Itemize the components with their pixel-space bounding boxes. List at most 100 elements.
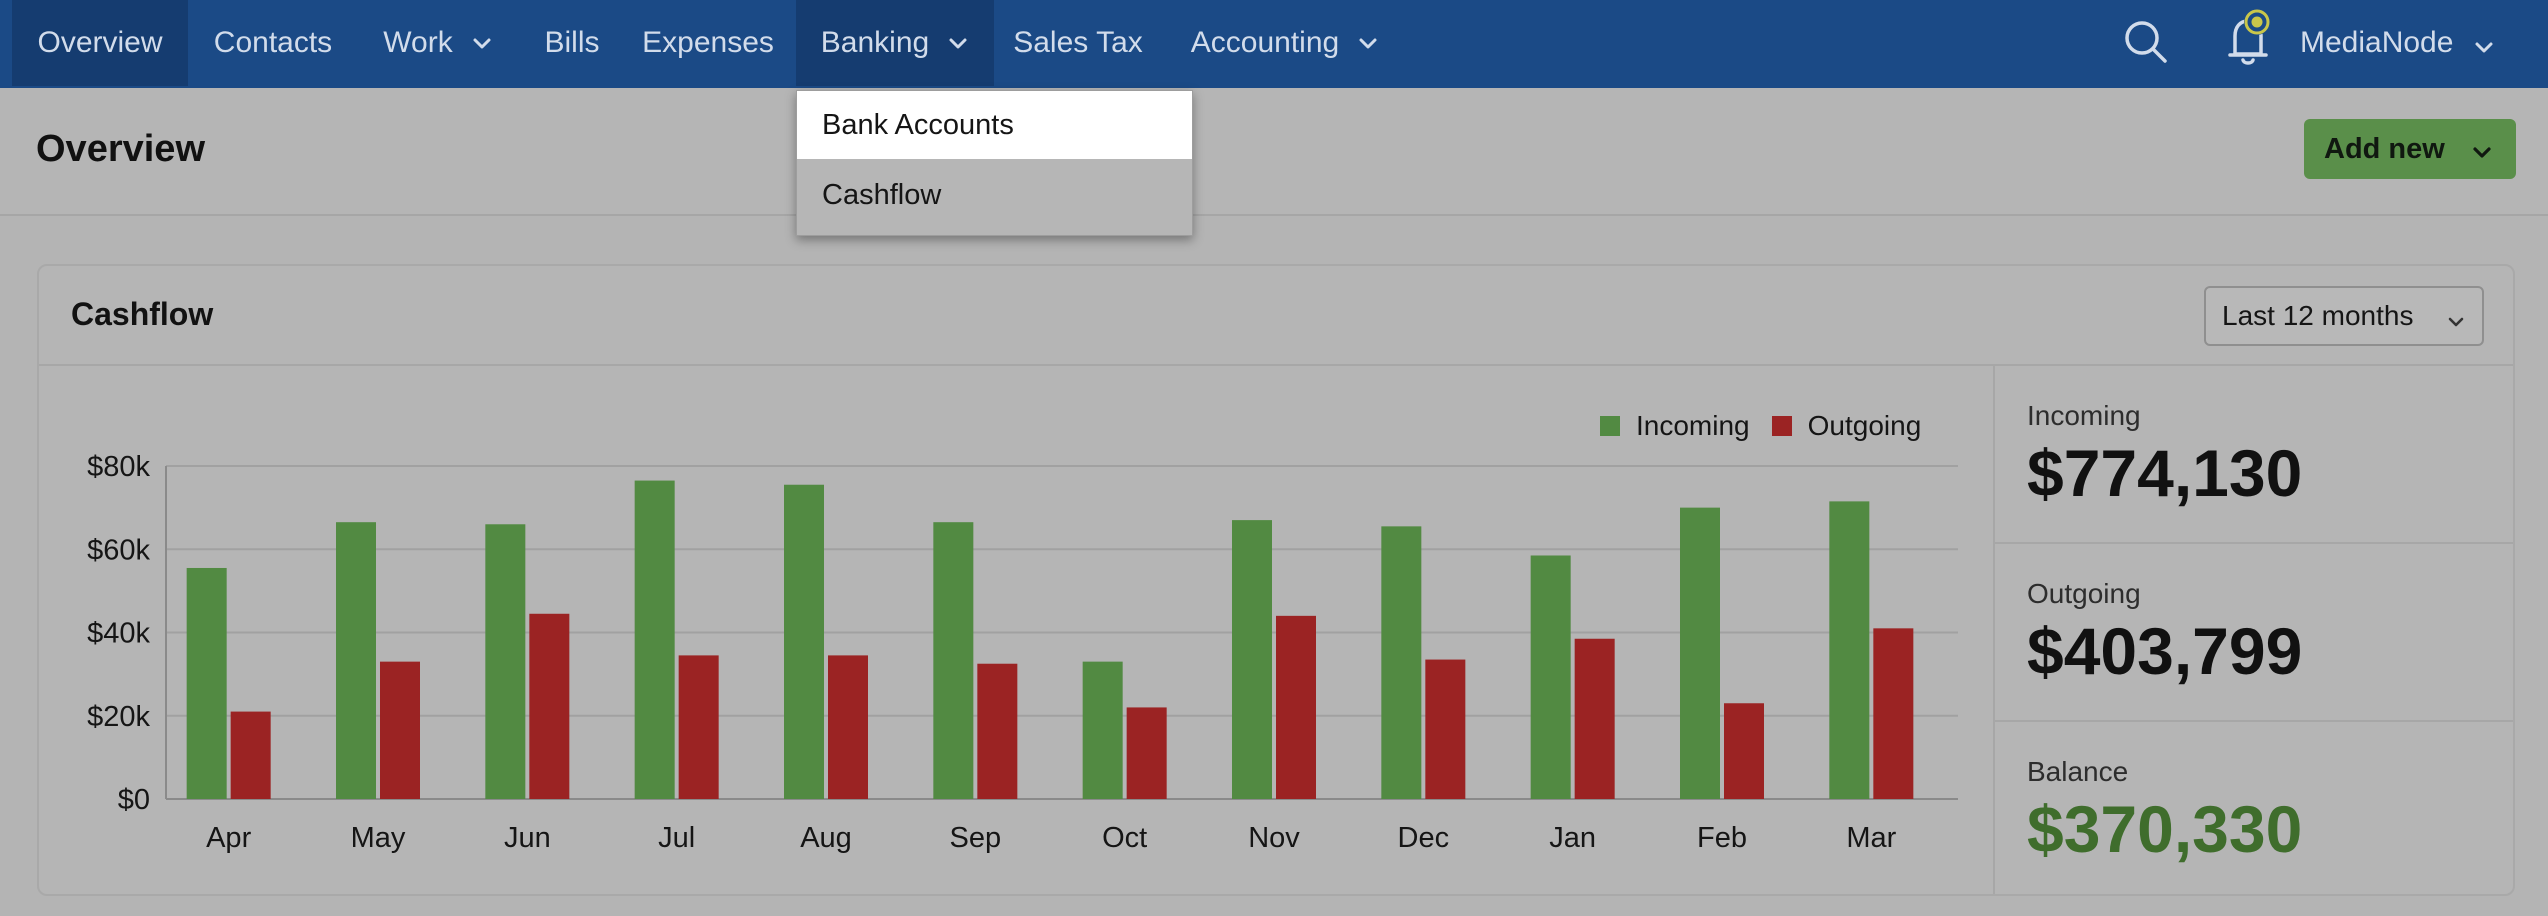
- bar-outgoing-oct: [1126, 707, 1167, 799]
- bar-incoming-sep: [933, 522, 974, 799]
- stat-label: Balance: [2027, 756, 2129, 787]
- nav-item-label: Sales Tax: [1013, 26, 1143, 59]
- period-select-value: Last 12 months: [2222, 300, 2414, 331]
- bar-outgoing-may: [380, 661, 420, 799]
- stat-outgoing: Outgoing $403,799: [2027, 578, 2302, 684]
- bar-incoming-jan: [1530, 555, 1571, 799]
- nav-item-sales-tax[interactable]: Sales Tax: [1006, 0, 1150, 86]
- page-header: Overview Add new: [0, 88, 2548, 216]
- stat-value: $370,330: [2027, 792, 2303, 866]
- nav-item-accounting[interactable]: Accounting: [1176, 0, 1394, 86]
- add-new-button[interactable]: Add new: [2304, 119, 2516, 179]
- legend-label-outgoing: Outgoing: [1807, 410, 1922, 441]
- nav-item-label: Accounting: [1190, 26, 1340, 59]
- bell-icon[interactable]: [2214, 2, 2284, 72]
- x-tick-label: Dec: [1398, 822, 1450, 854]
- nav-item-label: Banking: [820, 26, 930, 59]
- card-title: Cashflow: [71, 296, 214, 332]
- x-tick-label: Oct: [1102, 822, 1147, 854]
- bar-outgoing-jan: [1574, 638, 1615, 799]
- menu-item-bank-accounts[interactable]: Bank Accounts: [797, 91, 1192, 159]
- period-select[interactable]: Last 12 months: [2204, 286, 2484, 346]
- bar-incoming-nov: [1232, 520, 1272, 799]
- chevron-down-icon: [471, 32, 493, 54]
- stats-divider: [1993, 364, 1995, 894]
- banking-dropdown-menu: Bank Accounts Cashflow: [796, 90, 1193, 236]
- menu-item-label: Cashflow: [822, 178, 942, 211]
- bar-outgoing-jul: [678, 655, 719, 799]
- y-tick-label: $60k: [87, 534, 150, 566]
- legend-swatch-outgoing: [1771, 416, 1792, 436]
- search-icon[interactable]: [2118, 14, 2174, 70]
- bar-incoming-feb: [1680, 507, 1720, 799]
- bar-outgoing-aug: [828, 655, 868, 799]
- menu-item-cashflow[interactable]: Cashflow: [797, 161, 1192, 229]
- chevron-down-icon: [2471, 138, 2493, 160]
- stat-label: Outgoing: [2027, 578, 2141, 609]
- cashflow-chart: $0 $20k $40k $60k $80k Apr May Jun Jul Aug Sep Oct N…: [87, 451, 1958, 854]
- chevron-down-icon: [947, 32, 969, 54]
- x-tick-label: Sep: [950, 822, 1002, 854]
- bar-incoming-may: [336, 522, 376, 799]
- x-tick-label: Feb: [1697, 822, 1747, 854]
- bar-incoming-jul: [634, 480, 675, 799]
- chevron-down-icon: [2446, 307, 2466, 327]
- card-divider: [39, 364, 2513, 366]
- bar-outgoing-mar: [1873, 628, 1914, 799]
- stat-value: $403,799: [2027, 614, 2303, 688]
- stat-balance: Balance $370,330: [2027, 756, 2302, 862]
- bar-outgoing-dec: [1425, 659, 1466, 799]
- x-tick-label: Aug: [800, 822, 852, 854]
- x-tick-label: Jun: [504, 822, 551, 854]
- bar-incoming-oct: [1082, 661, 1123, 799]
- legend-swatch-incoming: [1600, 416, 1620, 436]
- nav-item-banking[interactable]: Banking: [796, 0, 994, 86]
- x-tick-label: Jan: [1549, 822, 1596, 854]
- bar-incoming-apr: [186, 567, 227, 799]
- y-tick-label: $80k: [87, 451, 150, 483]
- x-tick-label: Mar: [1846, 822, 1896, 854]
- stats-row-divider: [1995, 720, 2513, 722]
- stats-row-divider: [1995, 542, 2513, 544]
- nav-item-label: Work: [383, 26, 453, 59]
- bar-incoming-jun: [485, 524, 526, 799]
- x-tick-label: Apr: [206, 822, 251, 854]
- y-tick-label: $20k: [87, 701, 150, 733]
- cashflow-card: Cashflow Last 12 months Incoming $774,13…: [37, 264, 2515, 896]
- page-title: Overview: [36, 128, 205, 170]
- x-tick-label: Jul: [658, 822, 695, 854]
- nav-item-contacts[interactable]: Contacts: [188, 0, 358, 86]
- y-tick-label: $0: [118, 784, 150, 816]
- stat-value: $774,130: [2027, 436, 2303, 510]
- stat-label: Incoming: [2027, 400, 2141, 431]
- bar-outgoing-sep: [977, 663, 1018, 799]
- chevron-down-icon: [2473, 32, 2495, 54]
- user-menu[interactable]: MediaNode: [2300, 0, 2495, 86]
- bar-outgoing-apr: [230, 711, 271, 799]
- menu-item-label: Bank Accounts: [822, 108, 1014, 141]
- stat-incoming: Incoming $774,130: [2027, 400, 2302, 506]
- add-new-label: Add new: [2324, 132, 2445, 165]
- nav-item-bills[interactable]: Bills: [528, 0, 616, 86]
- bar-outgoing-nov: [1276, 615, 1316, 799]
- nav-item-label: Overview: [37, 26, 163, 59]
- legend-label-incoming: Incoming: [1636, 410, 1750, 441]
- nav-item-label: Bills: [544, 26, 600, 59]
- y-tick-label: $40k: [87, 618, 150, 650]
- chevron-down-icon: [1357, 32, 1379, 54]
- x-tick-label: Nov: [1248, 822, 1300, 854]
- user-name: MediaNode: [2300, 26, 2454, 59]
- chart-legend: Incoming Outgoing: [1600, 410, 1921, 442]
- x-tick-label: May: [351, 822, 406, 854]
- top-nav-bar: Overview Contacts Work Bills Expenses Ba…: [0, 0, 2548, 88]
- nav-item-label: Expenses: [642, 26, 774, 59]
- nav-item-expenses[interactable]: Expenses: [630, 0, 786, 86]
- nav-item-work[interactable]: Work: [358, 0, 518, 86]
- bar-incoming-mar: [1829, 501, 1870, 799]
- bar-incoming-aug: [784, 484, 824, 799]
- nav-item-overview[interactable]: Overview: [12, 0, 188, 86]
- bar-outgoing-jun: [529, 613, 570, 799]
- nav-item-label: Contacts: [213, 26, 333, 59]
- bar-outgoing-feb: [1724, 703, 1764, 799]
- bar-incoming-dec: [1381, 526, 1422, 799]
